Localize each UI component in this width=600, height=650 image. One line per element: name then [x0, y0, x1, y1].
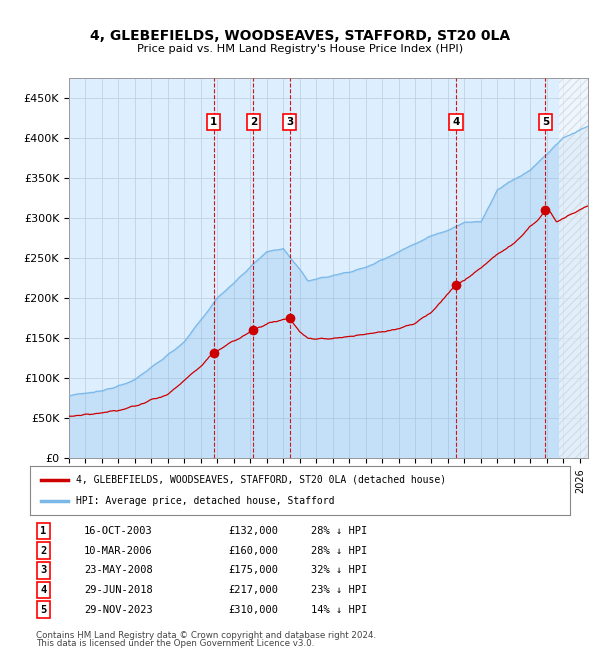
Text: 1: 1 [210, 117, 217, 127]
Text: £175,000: £175,000 [229, 566, 278, 575]
Text: 3: 3 [286, 117, 293, 127]
Text: 32% ↓ HPI: 32% ↓ HPI [311, 566, 367, 575]
Text: 4, GLEBEFIELDS, WOODSEAVES, STAFFORD, ST20 0LA (detached house): 4, GLEBEFIELDS, WOODSEAVES, STAFFORD, ST… [76, 474, 446, 485]
Text: 2: 2 [250, 117, 257, 127]
Text: 28% ↓ HPI: 28% ↓ HPI [311, 526, 367, 536]
Text: 4: 4 [40, 585, 47, 595]
Text: 4, GLEBEFIELDS, WOODSEAVES, STAFFORD, ST20 0LA: 4, GLEBEFIELDS, WOODSEAVES, STAFFORD, ST… [90, 29, 510, 43]
Text: HPI: Average price, detached house, Stafford: HPI: Average price, detached house, Staf… [76, 496, 334, 506]
Text: £160,000: £160,000 [229, 546, 278, 556]
Text: 23% ↓ HPI: 23% ↓ HPI [311, 585, 367, 595]
Text: 16-OCT-2003: 16-OCT-2003 [84, 526, 153, 536]
Text: 4: 4 [452, 117, 460, 127]
Text: £217,000: £217,000 [229, 585, 278, 595]
Text: 29-NOV-2023: 29-NOV-2023 [84, 604, 153, 615]
Text: Price paid vs. HM Land Registry's House Price Index (HPI): Price paid vs. HM Land Registry's House … [137, 44, 463, 55]
Text: This data is licensed under the Open Government Licence v3.0.: This data is licensed under the Open Gov… [36, 639, 314, 648]
Text: 5: 5 [40, 604, 47, 615]
Text: 28% ↓ HPI: 28% ↓ HPI [311, 546, 367, 556]
Text: 29-JUN-2018: 29-JUN-2018 [84, 585, 153, 595]
Text: 10-MAR-2006: 10-MAR-2006 [84, 546, 153, 556]
Text: 2: 2 [40, 546, 47, 556]
Text: 14% ↓ HPI: 14% ↓ HPI [311, 604, 367, 615]
Text: 23-MAY-2008: 23-MAY-2008 [84, 566, 153, 575]
Text: £132,000: £132,000 [229, 526, 278, 536]
Text: 5: 5 [542, 117, 549, 127]
Text: Contains HM Land Registry data © Crown copyright and database right 2024.: Contains HM Land Registry data © Crown c… [36, 631, 376, 640]
Text: £310,000: £310,000 [229, 604, 278, 615]
Text: 3: 3 [40, 566, 47, 575]
Text: 1: 1 [40, 526, 47, 536]
